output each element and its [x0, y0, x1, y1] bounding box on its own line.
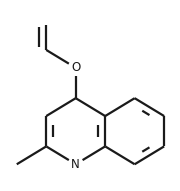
Text: N: N [71, 158, 80, 171]
Text: O: O [71, 61, 80, 74]
